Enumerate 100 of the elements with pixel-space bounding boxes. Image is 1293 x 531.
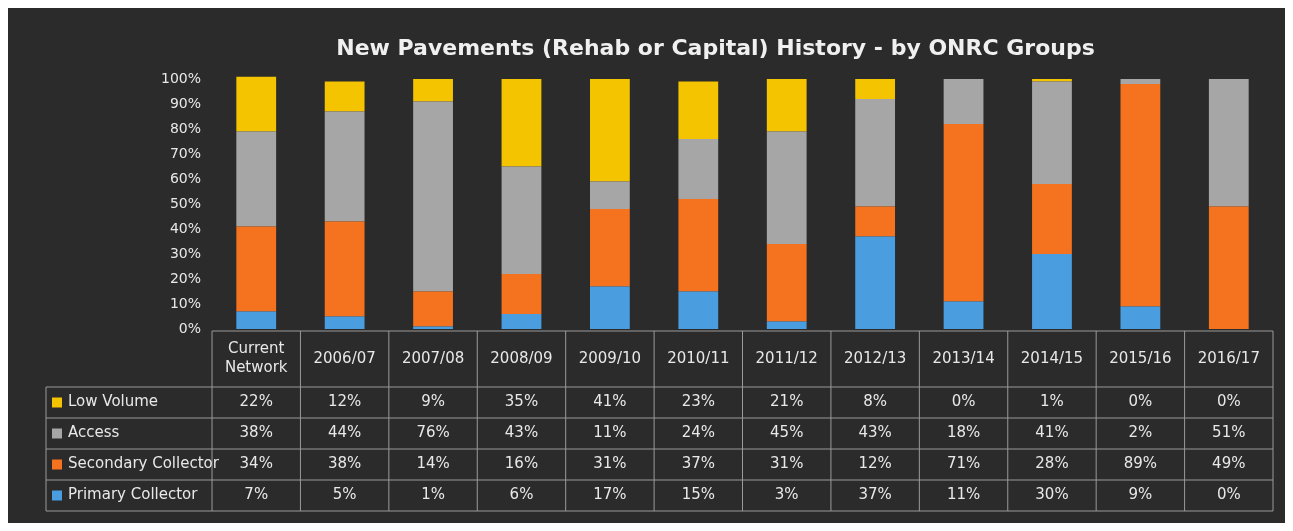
x-tick-label: 2013/14 [932,348,995,367]
bar [324,316,365,329]
data-label: 11% [593,423,627,442]
data-label: 28% [1035,454,1069,473]
bar [1120,83,1161,307]
data-label: 21% [770,392,804,411]
bar [1120,306,1161,329]
bar [855,206,896,237]
data-label: 41% [1035,423,1069,442]
data-label: 34% [239,454,273,473]
data-label: 0% [951,392,976,411]
data-label: 7% [244,485,269,504]
x-tick-label: 2008/09 [490,348,553,367]
data-label: 17% [593,485,627,504]
bar [236,226,277,312]
data-label: 14% [416,454,450,473]
data-label: 18% [946,423,981,442]
bar [1032,81,1072,184]
data-label: 6% [509,485,534,504]
y-tick-label: 30% [169,244,202,261]
bar [1120,78,1161,84]
data-label: 22% [239,392,273,411]
bar [501,313,542,329]
legend-label: Primary Collector [68,485,199,504]
data-label: 8% [863,392,888,411]
data-label: 43% [858,423,892,442]
bar [324,221,365,317]
bar [590,208,630,287]
data-label: 89% [1123,454,1158,473]
x-tick-label: 2010/11 [667,348,730,367]
data-label: 49% [1212,454,1246,473]
y-tick-label: 100% [160,69,202,86]
data-label: 31% [770,454,804,473]
chart-title: New Pavements (Rehab or Capital) History - by ONRC Groups [336,34,1095,60]
data-label: 11% [946,485,981,504]
y-tick-label: 60% [169,169,202,186]
bar [855,98,896,207]
y-tick-label: 10% [169,294,202,311]
data-label: 0% [1216,392,1241,411]
x-tick-label: 2012/13 [843,348,907,367]
bar [855,78,896,99]
bar [501,78,542,167]
data-label: 5% [332,485,357,504]
data-label: 12% [327,392,362,411]
x-tick-label: 2007/08 [401,348,465,367]
data-label: 45% [770,423,804,442]
bar [413,78,453,102]
x-tick-label: Current Network [224,339,288,377]
y-tick-label: 70% [169,144,202,161]
data-label: 24% [681,423,715,442]
bar [766,243,807,322]
x-tick-label: 2011/12 [755,348,818,367]
y-tick-label: 90% [169,94,202,111]
bar [943,301,984,329]
data-label: 43% [504,423,539,442]
y-tick-label: 50% [169,194,202,211]
bar [678,291,719,329]
data-label: 1% [421,485,445,504]
data-label: 12% [858,454,892,473]
data-label: 1% [1040,392,1064,411]
data-label: 0% [1128,392,1153,411]
bar [1032,253,1072,329]
y-tick-label: 0% [178,319,202,336]
bar [1208,206,1249,329]
data-label: 9% [421,392,445,411]
data-label: 37% [681,454,715,473]
bar [501,166,542,274]
data-label: 31% [593,454,627,473]
bar [766,321,807,329]
data-label: 71% [946,454,981,473]
y-tick-label: 20% [169,269,202,286]
data-label: 23% [681,392,715,411]
x-tick-label: 2015/16 [1109,348,1172,367]
bar [943,78,984,124]
data-label: 38% [239,423,273,442]
bar [678,81,719,139]
bar [236,311,277,329]
data-label: 41% [593,392,627,411]
x-tick-label: 2009/10 [578,348,642,367]
data-label: 2% [1128,423,1153,442]
x-tick-label: 2016/17 [1197,348,1260,367]
data-label: 16% [504,454,539,473]
bar [1208,78,1249,207]
bar [1032,183,1072,254]
legend-label: Access [68,423,120,442]
bar [855,236,896,329]
data-label: 37% [858,485,892,504]
bar [590,286,630,329]
data-label: 38% [327,454,362,473]
data-label: 3% [774,485,799,504]
bar [324,81,365,112]
bar [943,123,984,302]
bar [324,111,365,222]
bar [766,78,807,132]
legend-label: Secondary Collector [68,454,220,473]
x-tick-label: 2014/15 [1020,348,1084,367]
x-tick-label: 2006/07 [313,348,376,367]
data-label: 44% [327,423,362,442]
bar [413,291,453,327]
bar [678,198,719,292]
